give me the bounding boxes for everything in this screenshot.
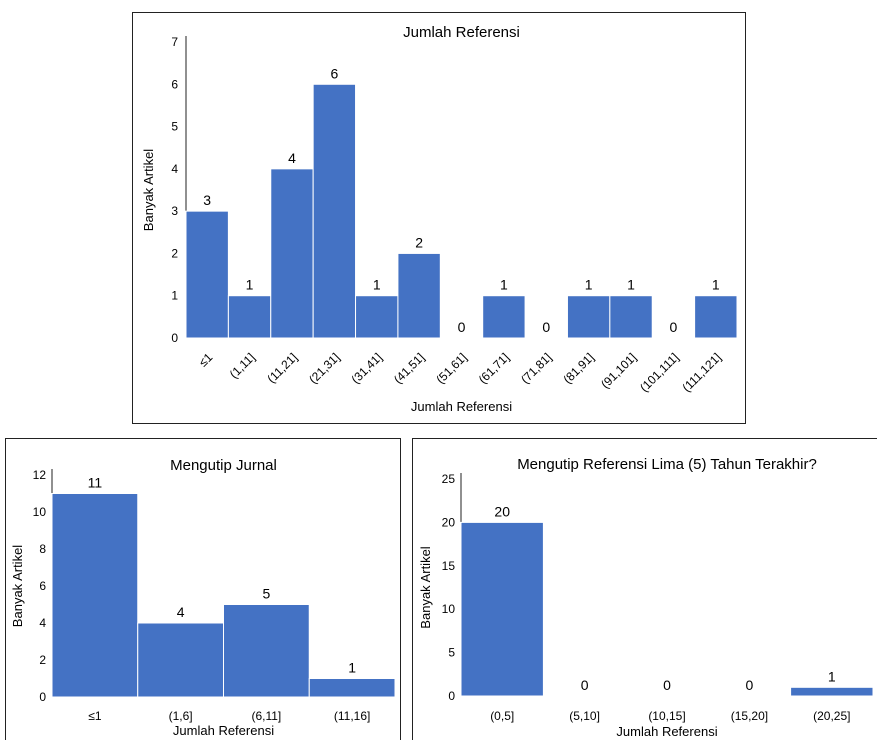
y-tick-label: 2: [39, 653, 46, 667]
data-label: 1: [246, 277, 254, 293]
x-axis-label: Jumlah Referensi: [616, 724, 717, 739]
bar-13: [694, 295, 738, 339]
chart-title: Mengutip Jurnal: [170, 457, 277, 474]
chart-title: Mengutip Referensi Lima (5) Tahun Terakh…: [517, 456, 817, 473]
x-tick-label: (1,6]: [169, 709, 193, 723]
bar-3: [223, 604, 310, 698]
data-label: 0: [670, 319, 678, 335]
data-label: 1: [585, 277, 593, 293]
data-label: 20: [494, 503, 510, 519]
x-tick-label: (20,25]: [813, 709, 850, 723]
data-label: 0: [458, 319, 466, 335]
bar-4: [312, 83, 357, 339]
y-tick-label: 0: [39, 690, 46, 704]
y-tick-label: 0: [171, 331, 178, 345]
y-axis-label: Banyak Artikel: [10, 545, 25, 627]
bar-2: [227, 295, 272, 339]
data-label: 4: [288, 150, 296, 166]
x-tick-label: (0,5]: [490, 709, 514, 723]
data-label: 4: [177, 604, 185, 620]
data-label: 0: [542, 319, 550, 335]
x-tick-label: (51,61]: [433, 350, 469, 386]
bar-2: [137, 622, 224, 698]
data-label: 1: [627, 277, 635, 293]
chart-panel-jurnal: Mengutip Jurnal 0 2 4 6 8 10 12 Banyak Artikel 11…: [5, 438, 401, 740]
x-tick-label: (91,101]: [598, 350, 639, 391]
data-label: 0: [581, 677, 589, 693]
data-label: 6: [330, 65, 338, 81]
bar-11: [609, 295, 653, 339]
y-tick-label: 6: [171, 77, 178, 91]
bar-5: [790, 686, 874, 697]
y-tick-label: 3: [171, 204, 178, 218]
data-label: 1: [348, 660, 356, 676]
x-tick-label: (21,31]: [306, 350, 342, 386]
y-tick-label: 2: [171, 246, 178, 260]
chart-lima-tahun-svg: Mengutip Referensi Lima (5) Tahun Terakh…: [418, 456, 874, 739]
x-tick-label: (101,111]: [637, 350, 682, 395]
data-label: 11: [88, 475, 103, 491]
y-tick-label: 4: [39, 616, 46, 630]
chart-panel-lima-tahun: Mengutip Referensi Lima (5) Tahun Terakh…: [412, 438, 877, 740]
y-tick-label: 25: [442, 472, 456, 486]
data-label: 0: [663, 677, 671, 693]
y-tick-label: 10: [33, 505, 47, 519]
data-label: 1: [373, 277, 381, 293]
y-tick-label: 5: [448, 646, 455, 660]
x-axis-label: Jumlah Referensi: [411, 399, 512, 414]
bar-6: [397, 252, 441, 339]
chart-title: Jumlah Referensi: [403, 24, 520, 41]
bar-1: [185, 210, 229, 339]
y-tick-label: 0: [448, 689, 455, 703]
bar-5: [355, 295, 399, 339]
data-label: 0: [746, 677, 754, 693]
chart-referensi-svg: Jumlah Referensi 0 1 2 3 4 5 6 7 Banyak Artikel 3 ≤…: [141, 24, 738, 414]
y-tick-label: 6: [39, 579, 46, 593]
bar-1: [460, 521, 544, 697]
y-tick-label: 20: [442, 515, 456, 529]
data-label: 3: [203, 192, 211, 208]
chart-panel-referensi: Jumlah Referensi 0 1 2 3 4 5 6 7 Banyak Artikel 3 ≤…: [132, 12, 746, 424]
x-tick-label: (15,20]: [731, 709, 768, 723]
x-tick-label: (41,51]: [391, 350, 427, 386]
data-label: 2: [415, 234, 423, 250]
y-tick-label: 10: [442, 602, 456, 616]
y-tick-label: 7: [171, 35, 178, 49]
x-tick-label: (11,16]: [334, 709, 370, 723]
data-label: 1: [828, 668, 836, 684]
y-axis-label: Banyak Artikel: [141, 149, 156, 231]
bar-3: [270, 168, 314, 339]
bar-8: [482, 295, 526, 339]
y-tick-label: 8: [39, 542, 46, 556]
y-axis-label: Banyak Artikel: [418, 546, 433, 628]
x-tick-label: (61,71]: [476, 350, 512, 386]
x-tick-label: (11,21]: [264, 350, 300, 386]
y-tick-label: 4: [171, 162, 178, 176]
bar-1: [51, 493, 139, 698]
data-label: 1: [500, 277, 508, 293]
x-axis-label: Jumlah Referensi: [173, 723, 274, 738]
x-tick-label: ≤1: [196, 350, 216, 370]
bar-4: [308, 678, 396, 698]
y-tick-label: 15: [442, 559, 456, 573]
x-tick-label: (6,11]: [251, 709, 281, 723]
x-tick-label: (111,121]: [679, 350, 724, 395]
x-tick-label: (1,11]: [227, 350, 258, 381]
data-label: 5: [262, 586, 270, 602]
x-tick-label: (5,10]: [569, 709, 600, 723]
y-tick-label: 12: [33, 468, 47, 482]
bar-10: [566, 295, 611, 339]
x-tick-label: (10,15]: [648, 709, 685, 723]
data-label: 1: [712, 277, 720, 293]
x-tick-label: (81,91]: [560, 350, 596, 386]
x-tick-label: (71,81]: [518, 350, 554, 386]
x-tick-label: (31,41]: [349, 350, 385, 386]
x-tick-label: ≤1: [88, 709, 102, 723]
y-tick-label: 1: [171, 289, 178, 303]
y-tick-label: 5: [171, 120, 178, 134]
